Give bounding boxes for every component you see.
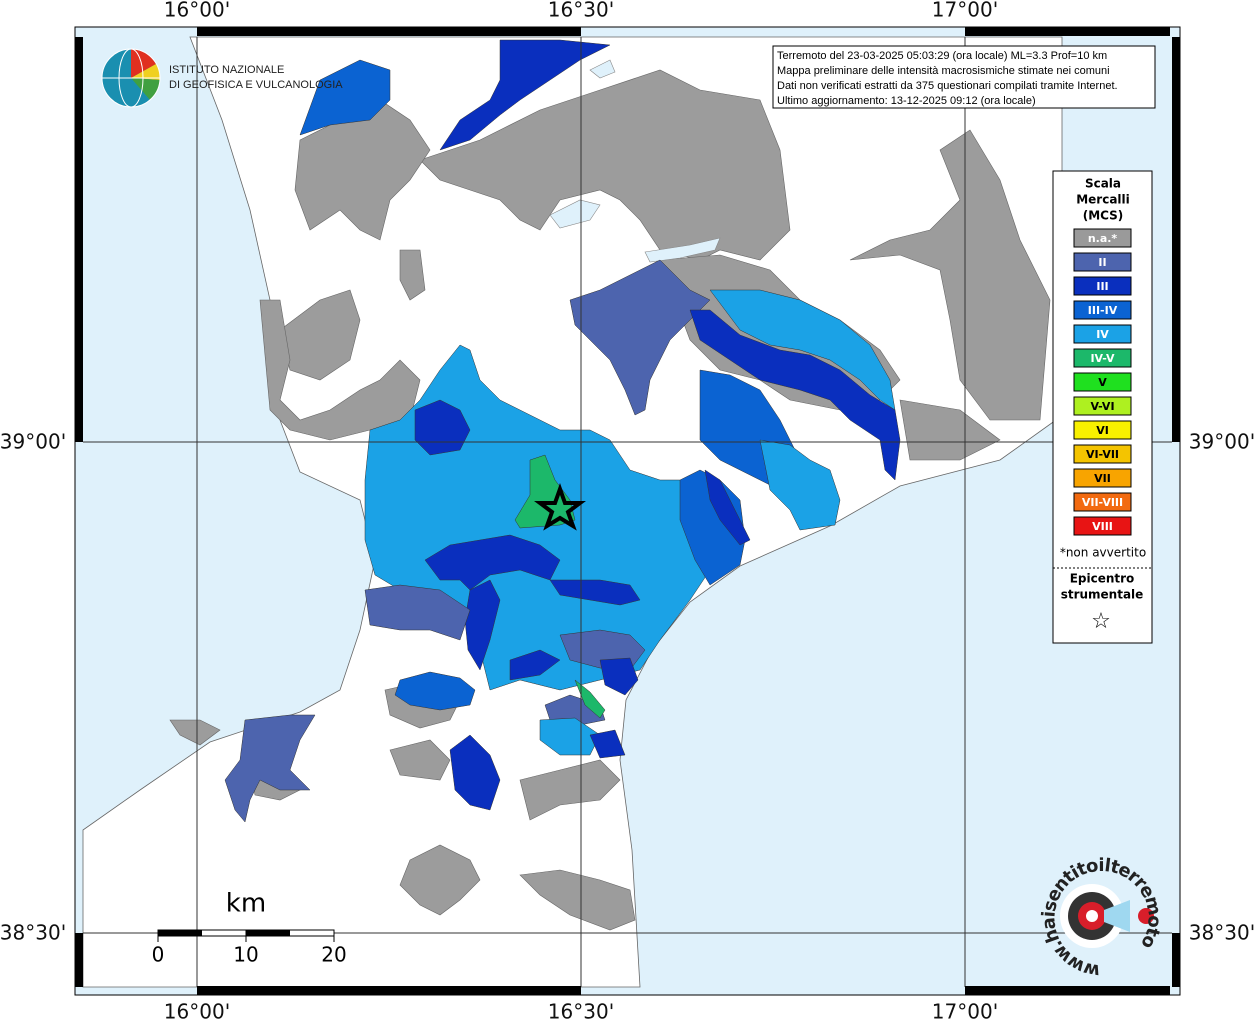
legend-label: V <box>1098 376 1107 389</box>
legend-label: III <box>1096 280 1108 293</box>
longitude-label: 16°30' <box>548 0 614 22</box>
lake <box>644 237 721 263</box>
intensity-areas <box>224 39 901 823</box>
legend-swatch <box>1073 348 1132 368</box>
institute-name: DI GEOFISICA E VULCANOLOGIA <box>169 79 343 91</box>
scale-label: 10 <box>233 943 258 967</box>
scale-label: 0 <box>152 943 165 967</box>
longitude-label: 16°30' <box>548 1000 614 1024</box>
legend-swatch <box>1073 420 1132 440</box>
legend-swatch <box>1073 444 1132 464</box>
info-line: Terremoto del 23-03-2025 05:03:29 (ora l… <box>777 50 1107 62</box>
scale-unit: km <box>226 889 266 919</box>
legend-label: II <box>1098 256 1106 269</box>
frame <box>74 26 1181 996</box>
latitude-label: 39°00' <box>0 430 66 454</box>
ingv-logo: ISTITUTO NAZIONALE DI GEOFISICA E VULCAN… <box>101 48 343 108</box>
epicenter <box>534 483 586 531</box>
legend-label: VI-VII <box>1086 448 1119 461</box>
legend-note: *non avvertito <box>1060 546 1146 560</box>
lake <box>549 199 601 229</box>
legend-star: ☆ <box>1091 609 1111 634</box>
latitude-label: 39°00' <box>1189 430 1255 454</box>
legend-label: n.a.* <box>1088 232 1118 245</box>
latitude-label: 38°30' <box>0 921 66 945</box>
info-line: Dati non verificati estratti da 375 ques… <box>777 80 1118 92</box>
legend-swatch <box>1073 228 1132 248</box>
scale-bar: km 0 10 20 <box>152 889 347 967</box>
lake <box>589 59 616 79</box>
longitude-label: 17°00' <box>932 0 998 22</box>
legend-swatch <box>1073 516 1132 536</box>
legend-swatch <box>1073 276 1132 296</box>
longitude-label: 16°00' <box>164 1000 230 1024</box>
legend-label: III-IV <box>1088 304 1118 317</box>
legend-swatch <box>1073 396 1132 416</box>
legend-label: VII-VIII <box>1082 496 1123 509</box>
legend-swatch <box>1073 372 1132 392</box>
legend-swatch <box>1073 468 1132 488</box>
legend-label: VI <box>1096 424 1109 437</box>
graticule <box>83 37 1172 987</box>
legend-swatch <box>1073 324 1132 344</box>
legend-label: VIII <box>1092 520 1113 533</box>
legend-swatch <box>1073 252 1132 272</box>
latitude-label: 38°30' <box>1189 921 1255 945</box>
info-line: Mappa preliminare delle intensità macros… <box>777 65 1110 77</box>
legend-title: (MCS) <box>1083 209 1124 223</box>
legend-title: Scala <box>1085 177 1121 191</box>
legend-label: IV-V <box>1090 352 1115 365</box>
institute-name: ISTITUTO NAZIONALE <box>169 64 284 76</box>
legend-label: V-VI <box>1090 400 1114 413</box>
legend-epicenter: strumentale <box>1061 588 1144 602</box>
legend-swatch <box>1073 300 1132 320</box>
longitude-label: 16°00' <box>164 0 230 22</box>
info-box: Terremoto del 23-03-2025 05:03:29 (ora l… <box>772 45 1156 109</box>
legend-epicenter: Epicentro <box>1070 572 1135 586</box>
longitude-label: 17°00' <box>932 1000 998 1024</box>
legend-label: VII <box>1094 472 1111 485</box>
legend-label: IV <box>1096 328 1109 341</box>
legend-title: Mercalli <box>1076 193 1130 207</box>
legend-swatch <box>1073 492 1132 512</box>
scale-label: 20 <box>321 943 346 967</box>
info-line: Ultimo aggiornamento: 13-12-2025 09:12 (… <box>777 95 1036 107</box>
